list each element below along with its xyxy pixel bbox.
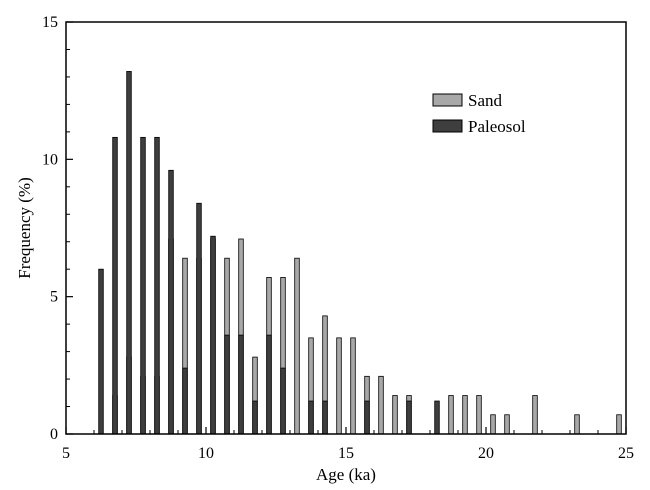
bar-paleosol-8 [210,235,216,435]
bar-paleosol-15 [322,400,328,435]
y-tick-label-0: 0 [50,426,58,443]
bar-sand-24 [476,395,482,435]
bar-paleosol-18 [434,400,440,435]
bars-layer [98,71,622,435]
y-axis-title: Frequency (%) [15,177,34,279]
plot-frame [65,21,627,435]
bar-sand-16 [336,337,342,435]
y-tick-label-3: 15 [42,14,58,31]
bar-paleosol-10 [238,334,244,435]
x-tick-label-4: 25 [618,445,634,462]
bar-paleosol-17 [406,400,412,435]
bar-sand-13 [294,257,300,435]
bar-sand-23 [462,395,468,435]
bar-sand-17 [350,337,356,435]
y-tick-label-2: 10 [42,151,58,168]
bar-paleosol-11 [252,400,258,435]
x-tick-label-3: 20 [478,445,494,462]
bar-sand-26 [504,414,510,435]
bar-sand-28 [574,414,580,435]
bar-sand-20 [392,395,398,435]
bar-paleosol-3 [140,136,146,435]
bar-sand-22 [448,395,454,435]
bar-sand-27 [532,395,538,435]
legend-label-paleosol: Paleosol [468,117,526,136]
x-axis-title: Age (ka) [316,465,376,484]
bar-paleosol-5 [168,169,174,435]
bar-paleosol-9 [224,334,230,435]
bar-paleosol-16 [364,400,370,435]
bar-paleosol-0 [98,268,104,435]
bar-sand-19 [378,375,384,435]
bar-paleosol-7 [196,202,202,435]
bar-sand-29 [616,414,622,435]
bar-paleosol-14 [308,400,314,435]
legend-swatch-paleosol [432,119,463,133]
bar-sand-25 [490,414,496,435]
bar-paleosol-4 [154,136,160,435]
bar-paleosol-13 [280,367,286,435]
x-tick-label-0: 5 [62,445,70,462]
bar-paleosol-2 [126,71,132,435]
legend-label-sand: Sand [468,91,503,110]
x-tick-label-2: 15 [338,445,354,462]
legend-swatch-sand [432,93,463,107]
legend: Sand Paleosol [432,91,526,136]
bar-paleosol-12 [266,334,272,435]
x-tick-label-1: 10 [198,445,214,462]
y-tick-label-1: 5 [50,289,58,306]
bar-paleosol-1 [112,136,118,435]
bar-paleosol-6 [182,367,188,435]
